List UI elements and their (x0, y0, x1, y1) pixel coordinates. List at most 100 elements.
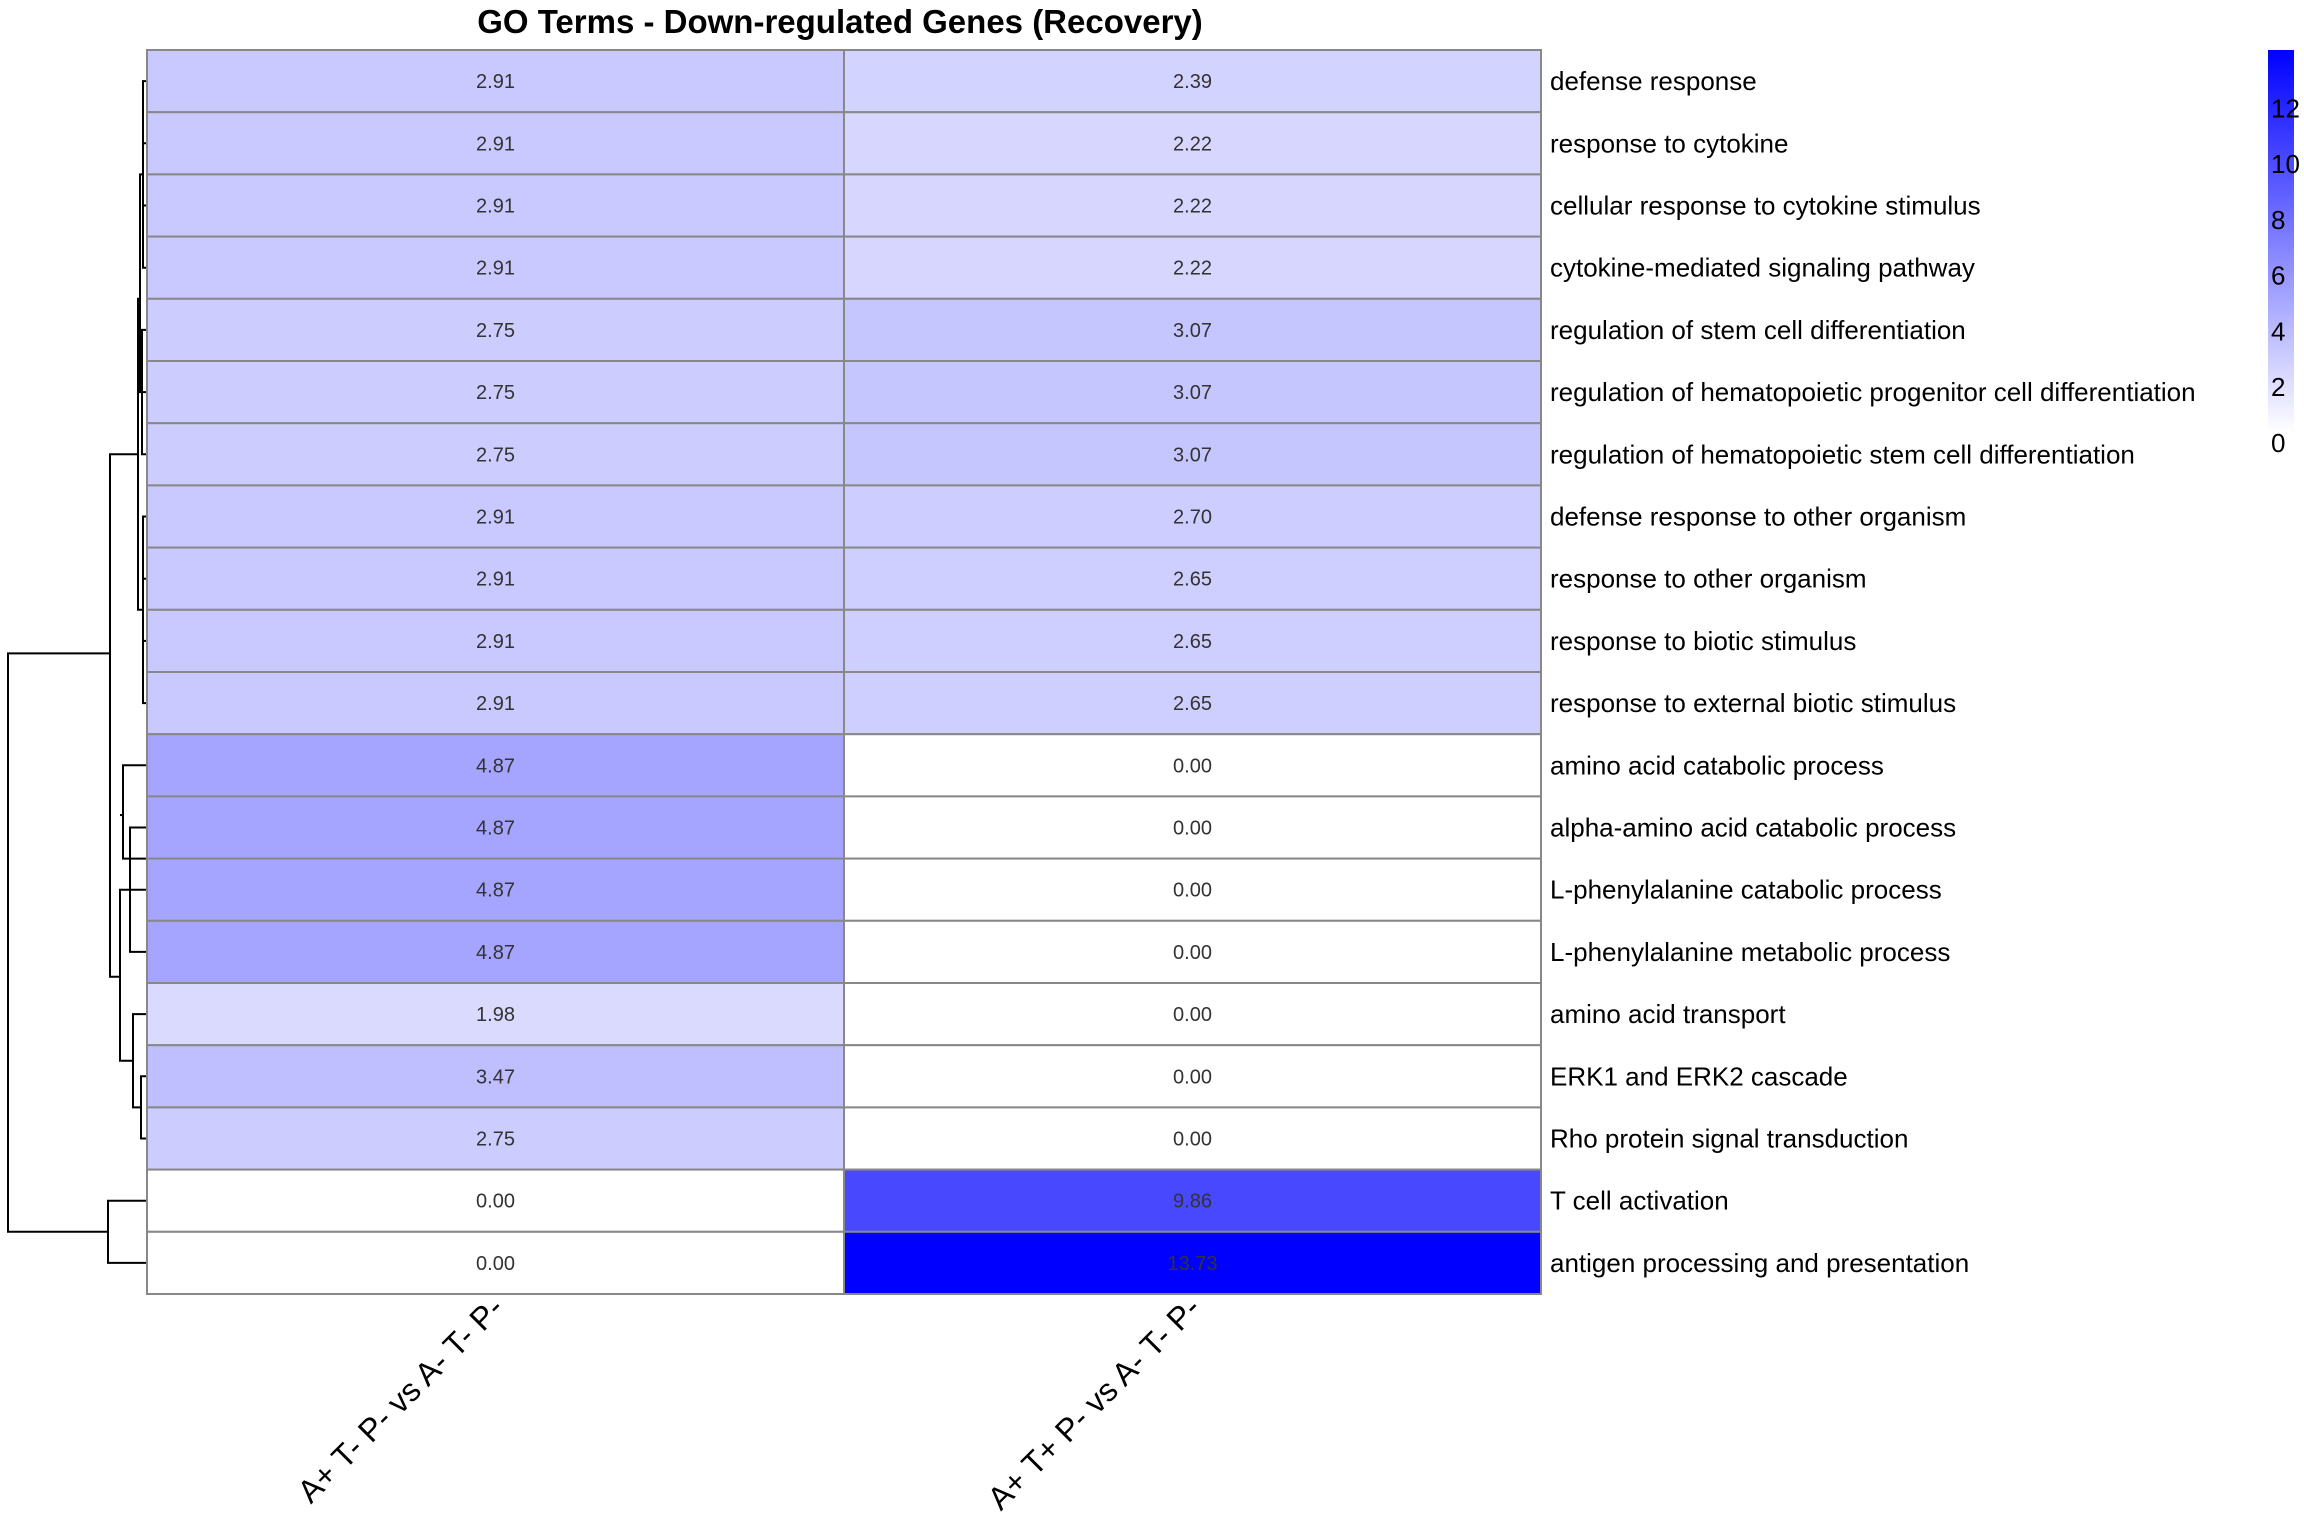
row-label: response to external biotic stimulus (1550, 688, 1956, 718)
heatmap-cell (843, 1230, 1542, 1296)
legend-tick-label: 6 (2271, 261, 2285, 291)
cell-value-label: 3.07 (1173, 444, 1212, 466)
cell-value-label: 2.91 (476, 133, 515, 155)
cell-value-label: 0.00 (476, 1253, 515, 1275)
heatmap-cell (843, 173, 1542, 238)
cell-value-label: 0.00 (1173, 1004, 1212, 1026)
cell-value-label: 2.91 (476, 569, 515, 591)
cell-value-label: 3.07 (1173, 320, 1212, 342)
row-label: regulation of hematopoietic stem cell di… (1550, 439, 2135, 469)
heatmap-cell (146, 733, 845, 798)
cell-value-label: 9.86 (1173, 1191, 1212, 1213)
heatmap-cell (843, 49, 1542, 114)
cell-value-label: 2.75 (476, 1129, 515, 1151)
legend-tick-label: 8 (2271, 205, 2285, 235)
heatmap-cell (843, 795, 1542, 860)
cell-value-label: 2.75 (476, 320, 515, 342)
cell-value-label: 2.22 (1173, 196, 1212, 218)
row-dendrogram (7, 80, 147, 1264)
cell-value-label: 2.75 (476, 444, 515, 466)
color-legend-bar (2268, 50, 2294, 433)
row-label: response to other organism (1550, 564, 1867, 594)
cell-value-label: 2.65 (1173, 569, 1212, 591)
dendrogram-branch (7, 652, 110, 1233)
cell-value-label: 13.73 (1167, 1253, 1217, 1275)
dendrogram-branch (139, 173, 143, 394)
row-label: L-phenylalanine metabolic process (1550, 937, 1950, 967)
row-label: response to cytokine (1550, 128, 1788, 158)
heatmap-cells: 2.91 2.39 2.91 2.22 2.91 2.22 2.91 2.22 2.75 3.07… (146, 49, 1542, 1296)
heatmap-cell (843, 1106, 1542, 1171)
cell-value-label: 4.87 (476, 755, 515, 777)
heatmap-cell (146, 671, 845, 736)
cell-value-label: 2.91 (476, 631, 515, 653)
row-label: Rho protein signal transduction (1550, 1124, 1908, 1154)
cell-value-label: 0.00 (1173, 1066, 1212, 1088)
heatmap-cell (146, 235, 845, 300)
cell-value-label: 4.87 (476, 942, 515, 964)
heatmap-cell (843, 235, 1542, 300)
cell-value-label: 2.91 (476, 258, 515, 280)
cell-value-label: 1.98 (476, 1004, 515, 1026)
cell-value-label: 2.91 (476, 507, 515, 529)
row-label: regulation of stem cell differentiation (1550, 315, 1966, 345)
heatmap-cell (843, 360, 1542, 425)
row-label: L-phenylalanine catabolic process (1550, 875, 1942, 905)
row-label: regulation of hematopoietic progenitor c… (1550, 377, 2196, 407)
chart-title: GO Terms - Down-regulated Genes (Recover… (477, 3, 1203, 40)
cell-value-label: 2.39 (1173, 71, 1212, 93)
cell-value-label: 2.65 (1173, 693, 1212, 715)
row-label: T cell activation (1550, 1186, 1729, 1216)
cell-value-label: 2.22 (1173, 133, 1212, 155)
cell-value-label: 0.00 (1173, 818, 1212, 840)
row-label: alpha-amino acid catabolic process (1550, 813, 1956, 843)
heatmap-cell (146, 484, 845, 549)
row-label: cellular response to cytokine stimulus (1550, 191, 1981, 221)
cell-value-label: 3.47 (476, 1066, 515, 1088)
color-legend: 0 2 4 6 8 10 12 (2268, 50, 2300, 458)
heatmap-cell (146, 111, 845, 176)
cell-value-label: 0.00 (1173, 942, 1212, 964)
dendrogram-branch (142, 80, 147, 207)
dendrogram-branch (107, 1199, 147, 1264)
row-label: defense response to other organism (1550, 502, 1966, 532)
cell-value-label: 4.87 (476, 880, 515, 902)
legend-tick-label: 12 (2271, 93, 2300, 123)
heatmap-cell (843, 111, 1542, 176)
cell-value-label: 2.75 (476, 382, 515, 404)
column-labels: A+ T- P- vs A- T- P- A+ T+ P- vs A- T- P- (290, 1289, 1207, 1516)
heatmap-cell (146, 795, 845, 860)
row-label: amino acid catabolic process (1550, 750, 1884, 780)
heatmap-cell (146, 1106, 845, 1171)
column-label: A+ T- P- vs A- T- P- (290, 1289, 510, 1509)
row-label: antigen processing and presentation (1550, 1248, 1969, 1278)
cell-value-label: 2.91 (476, 71, 515, 93)
heatmap-cell (146, 857, 845, 922)
cell-value-label: 2.70 (1173, 507, 1212, 529)
cell-value-label: 2.22 (1173, 258, 1212, 280)
row-label: cytokine-mediated signaling pathway (1550, 253, 1975, 283)
heatmap-cell (146, 982, 845, 1047)
heatmap-cell (146, 1044, 845, 1109)
heatmap-cell (843, 671, 1542, 736)
cell-value-label: 0.00 (1173, 880, 1212, 902)
heatmap-cell (146, 919, 845, 984)
legend-tick-label: 10 (2271, 149, 2300, 179)
legend-tick-label: 2 (2271, 372, 2285, 402)
cell-value-label: 3.07 (1173, 382, 1212, 404)
row-label: defense response (1550, 66, 1757, 96)
heatmap-cell (843, 733, 1542, 798)
row-labels: defense response response to cytokine cell… (1550, 66, 2196, 1278)
cell-value-label: 2.91 (476, 196, 515, 218)
legend-tick-label: 0 (2271, 428, 2285, 458)
cell-value-label: 2.91 (476, 693, 515, 715)
heatmap-cell (843, 484, 1542, 549)
heatmap-cell (146, 360, 845, 425)
cell-value-label: 0.00 (476, 1191, 515, 1213)
cell-value-label: 2.65 (1173, 631, 1212, 653)
legend-tick-label: 4 (2271, 316, 2285, 346)
cell-value-label: 0.00 (1173, 1129, 1212, 1151)
cell-value-label: 4.87 (476, 818, 515, 840)
dendrogram-branch (109, 453, 138, 978)
